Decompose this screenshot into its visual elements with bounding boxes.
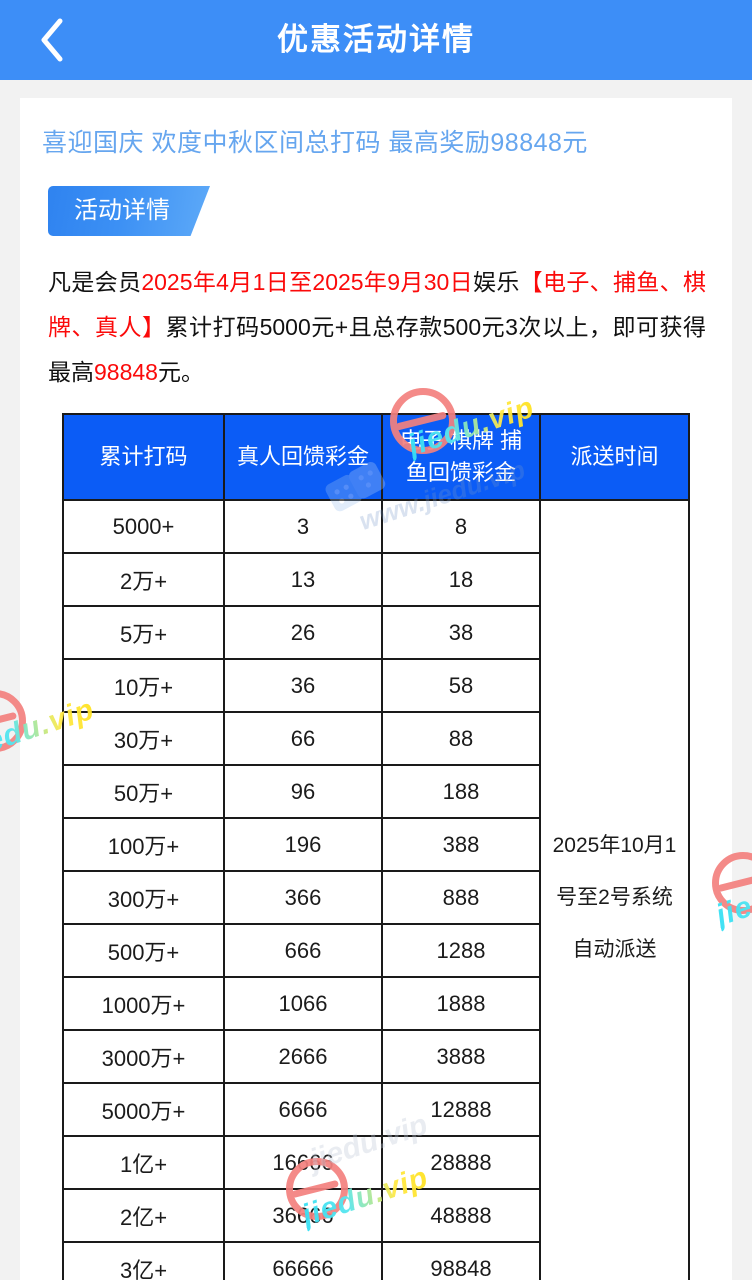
cell-tier: 5000万+ xyxy=(62,1082,225,1137)
cell-egame: 188 xyxy=(381,764,541,819)
app-header: 优惠活动详情 xyxy=(0,0,752,80)
cell-tier: 5000+ xyxy=(62,499,225,554)
cell-tier: 3000万+ xyxy=(62,1029,225,1084)
cell-egame: 58 xyxy=(381,658,541,713)
column-header-tier: 累计打码 xyxy=(62,413,225,501)
rules-text-part-4: 元。 xyxy=(157,359,204,385)
table-row: 1000万+ 1066 1888 xyxy=(62,976,689,1031)
cell-egame: 8 xyxy=(381,499,541,554)
cell-egame: 88 xyxy=(381,711,541,766)
cell-live: 66 xyxy=(223,711,383,766)
cell-live: 6666 xyxy=(223,1082,383,1137)
cell-egame: 38 xyxy=(381,605,541,660)
cell-tier: 10万+ xyxy=(62,658,225,713)
cell-tier: 30万+ xyxy=(62,711,225,766)
cell-live: 16666 xyxy=(223,1135,383,1190)
table-row: 5000万+ 6666 12888 xyxy=(62,1082,689,1137)
table-row: 300万+ 366 888 xyxy=(62,870,689,925)
back-button[interactable] xyxy=(20,0,82,80)
table-row: 2万+ 13 18 xyxy=(62,552,689,607)
rates-table-wrapper: 累计打码 真人回馈彩金 电子 棋牌 捕鱼回馈彩金 派送时间 5000+ 3 8 202… xyxy=(20,395,732,1280)
cell-live: 366 xyxy=(223,870,383,925)
cell-egame: 12888 xyxy=(381,1082,541,1137)
cell-live: 96 xyxy=(223,764,383,819)
cell-tier: 2亿+ xyxy=(62,1188,225,1243)
cell-egame: 28888 xyxy=(381,1135,541,1190)
cell-live: 3 xyxy=(223,499,383,554)
cell-tier: 5万+ xyxy=(62,605,225,660)
column-header-delivery: 派送时间 xyxy=(539,413,690,501)
tab-activity-details[interactable]: 活动详情 xyxy=(48,186,210,236)
cell-egame: 1288 xyxy=(381,923,541,978)
promo-headline: 喜迎国庆 欢度中秋区间总打码 最高奖励98848元 xyxy=(42,129,588,157)
rules-date-range: 2025年4月1日至2025年9月30日 xyxy=(141,269,473,295)
cell-tier: 2万+ xyxy=(62,552,225,607)
rules-text-part-1: 凡是会员 xyxy=(48,269,142,295)
cell-tier: 300万+ xyxy=(62,870,225,925)
table-head: 累计打码 真人回馈彩金 电子 棋牌 捕鱼回馈彩金 派送时间 xyxy=(62,413,690,501)
cell-live: 666 xyxy=(223,923,383,978)
cell-egame: 388 xyxy=(381,817,541,872)
chevron-left-icon xyxy=(38,18,64,62)
cell-tier: 50万+ xyxy=(62,764,225,819)
cell-tier: 100万+ xyxy=(62,817,225,872)
table-row: 500万+ 666 1288 xyxy=(62,923,689,978)
cell-live: 26 xyxy=(223,605,383,660)
column-header-live: 真人回馈彩金 xyxy=(223,413,383,501)
table-row: 1亿+ 16666 28888 xyxy=(62,1135,689,1190)
table-row: 30万+ 66 88 xyxy=(62,711,689,766)
table-body: 5000+ 3 8 2025年10月1号至2号系统自动派送 2万+ 13 18 5万+ 26 38… xyxy=(62,499,690,1280)
rates-table: 累计打码 真人回馈彩金 电子 棋牌 捕鱼回馈彩金 派送时间 5000+ 3 8 202… xyxy=(62,413,690,1280)
cell-egame: 48888 xyxy=(381,1188,541,1243)
content-card: 喜迎国庆 欢度中秋区间总打码 最高奖励98848元 活动详情 凡是会员2025年… xyxy=(20,98,732,1280)
table-row: 3亿+ 66666 98848 xyxy=(62,1241,689,1280)
table-row: 10万+ 36 58 xyxy=(62,658,689,713)
cell-tier: 1亿+ xyxy=(62,1135,225,1190)
cell-live: 1066 xyxy=(223,976,383,1031)
page-title: 优惠活动详情 xyxy=(277,22,475,57)
cell-egame: 3888 xyxy=(381,1029,541,1084)
cell-live: 13 xyxy=(223,552,383,607)
cell-egame: 1888 xyxy=(381,976,541,1031)
table-row: 100万+ 196 388 xyxy=(62,817,689,872)
cell-tier: 3亿+ xyxy=(62,1241,225,1280)
rules-game-categories: 【电子、捕鱼、棋牌、真人】 xyxy=(48,269,707,340)
cell-egame: 18 xyxy=(381,552,541,607)
cell-egame: 888 xyxy=(381,870,541,925)
cell-egame: 98848 xyxy=(381,1241,541,1280)
rules-paragraph: 凡是会员2025年4月1日至2025年9月30日娱乐【电子、捕鱼、棋牌、真人】累… xyxy=(20,236,732,395)
table-row: 3000万+ 2666 3888 xyxy=(62,1029,689,1084)
rules-text-part-2: 娱乐 xyxy=(473,269,520,295)
cell-tier: 500万+ xyxy=(62,923,225,978)
table-row: 5000+ 3 8 2025年10月1号至2号系统自动派送 xyxy=(62,499,690,1280)
cell-live: 2666 xyxy=(223,1029,383,1084)
cell-delivery-time: 2025年10月1号至2号系统自动派送 xyxy=(539,499,690,1280)
column-header-egame: 电子 棋牌 捕鱼回馈彩金 xyxy=(381,413,541,501)
table-header-row: 累计打码 真人回馈彩金 电子 棋牌 捕鱼回馈彩金 派送时间 xyxy=(62,413,690,501)
rules-max-amount: 98848 xyxy=(94,359,158,385)
cell-live: 66666 xyxy=(223,1241,383,1280)
cell-live: 36 xyxy=(223,658,383,713)
rules-text-part-3: 累计打码5000元+且总存款500元3次以上，即可获得最高 xyxy=(48,314,706,385)
cell-live: 196 xyxy=(223,817,383,872)
tab-bar: 活动详情 xyxy=(20,160,732,236)
table-row: 5万+ 26 38 xyxy=(62,605,689,660)
table-row: 50万+ 96 188 xyxy=(62,764,689,819)
cell-tier: 1000万+ xyxy=(62,976,225,1031)
cell-live: 36666 xyxy=(223,1188,383,1243)
